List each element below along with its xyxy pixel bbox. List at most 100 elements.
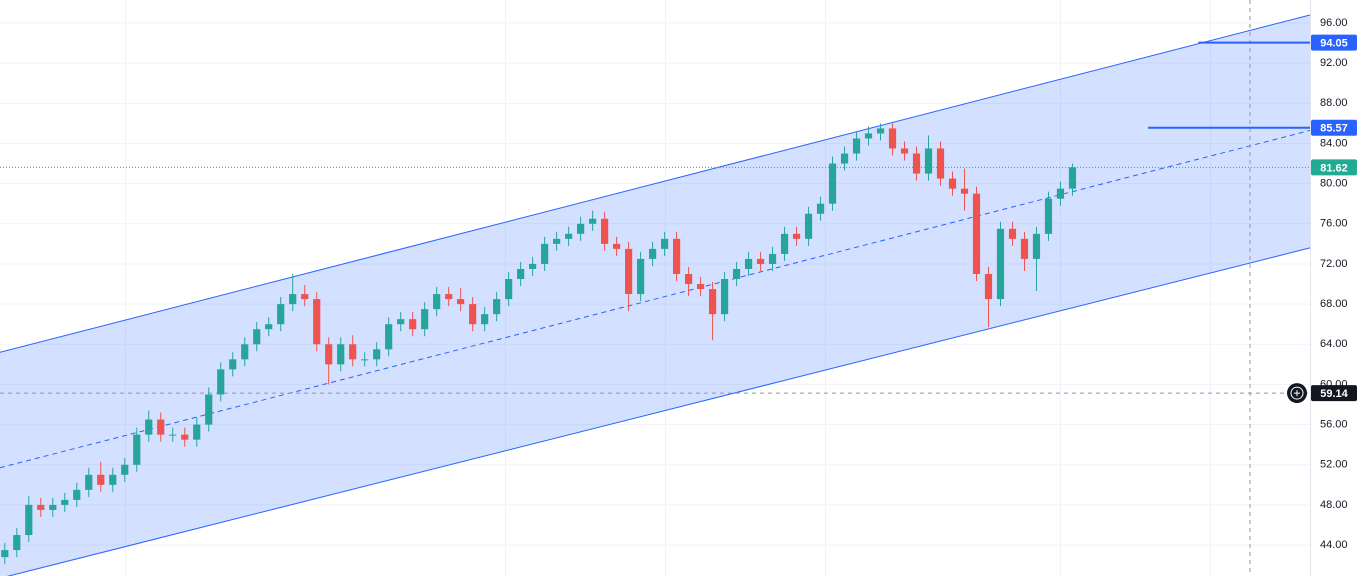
candle-body [672,238,681,274]
candle-body [121,464,129,475]
candle-body [361,359,369,361]
candle-body [205,394,213,425]
candle-body [517,268,525,280]
channel-middle [0,129,1310,469]
candle-body [649,248,657,259]
line-price-tag-bg [1311,119,1357,136]
candle-body [217,369,225,395]
y-tick-label: 68.00 [1320,298,1348,310]
y-tick-label: 88.00 [1320,97,1348,109]
candle-body [493,299,501,315]
candle-body [1044,198,1053,234]
candle-body [577,223,585,234]
candle-body [133,434,141,465]
candle-body [996,228,1005,300]
candle-body [780,233,789,254]
candle-body [265,324,273,330]
candle-body [864,133,873,139]
last-price-tag: 81.62 [1320,162,1348,174]
candle-body [301,294,309,300]
candle-body [553,238,561,244]
candle-body [253,329,261,345]
plot [0,0,1310,576]
candle-body [900,148,909,154]
candle-body [49,504,57,510]
candle-body [936,148,945,179]
candle-body [601,218,609,244]
candle-body [684,273,693,285]
candle-body [505,279,513,300]
line-price-tag: 94.05 [1320,37,1348,49]
candle-body [1032,233,1041,259]
y-tick-label: 96.00 [1320,17,1348,29]
candle-body [289,294,297,305]
crosshair-price-tag-bg [1311,385,1357,402]
channel-upper [0,14,1310,353]
candle-body [912,153,921,174]
candle-body [145,419,153,435]
candle-body [397,319,405,325]
y-tick-label: 76.00 [1320,218,1348,230]
candle-body [529,263,537,269]
channel-lower [6,247,1310,576]
candle-body [1068,167,1077,189]
candle-body [852,138,861,154]
candle-body [37,504,45,510]
last-price-tag-bg [1311,159,1357,176]
candle-body [61,499,69,505]
candle-body [85,474,93,490]
candle-body [960,188,969,194]
candle-body [349,344,357,360]
candle-body [181,434,189,440]
candle-body [169,434,177,436]
channel-fill [0,14,1310,576]
candle-body [13,535,21,551]
y-tick-label: 84.00 [1320,137,1348,149]
y-tick-label: 44.00 [1320,539,1348,551]
y-tick-label: 52.00 [1320,459,1348,471]
candle-body [840,153,849,164]
candle-body [25,504,33,536]
candle-body [696,284,705,290]
y-tick-label: 64.00 [1320,338,1348,350]
candle-body [1008,228,1017,239]
candle-body [277,304,285,325]
candle-body [876,128,885,134]
y-tick-label: 56.00 [1320,419,1348,431]
y-tick-label: 92.00 [1320,57,1348,69]
candle-body [888,128,897,149]
candle-body [768,253,777,264]
candle-body [828,163,837,204]
candle-body [924,148,933,174]
candle-body [313,299,321,345]
candle-body [1020,238,1029,259]
candle-body [816,203,825,214]
y-tick-label: 80.00 [1320,178,1348,190]
candle-body [385,324,393,350]
candle-body [948,178,957,189]
candle-body [481,314,489,325]
candle-body [660,238,669,249]
candle-body [720,279,729,315]
candle-body [421,309,429,330]
y-tick-label: 72.00 [1320,258,1348,270]
y-tick-label: 48.00 [1320,499,1348,511]
line-price-tag-bg [1311,34,1357,51]
candle-body [229,359,237,370]
candle-body [744,258,753,269]
candle-body [732,268,741,280]
candle-body [637,258,645,295]
candle-body [565,233,573,239]
candle-body [241,344,249,360]
candle-body [1056,188,1065,199]
candle-body [804,213,813,239]
candle-body [541,243,549,264]
candle-body [193,424,201,440]
candle-body [337,344,345,365]
candle-body [589,218,597,224]
crosshair-plus [1290,386,1304,400]
candle-body [625,248,633,295]
